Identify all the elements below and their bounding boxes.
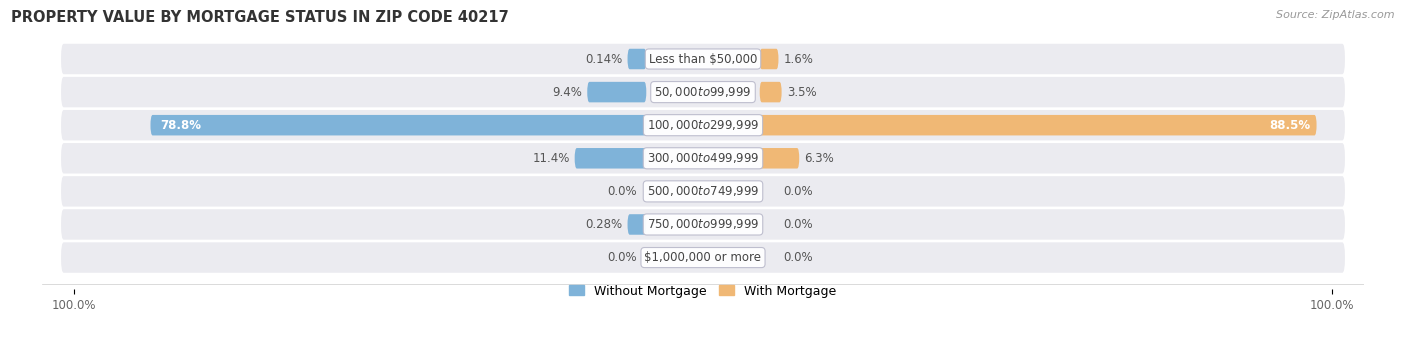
Text: 0.28%: 0.28% <box>585 218 623 231</box>
Text: $750,000 to $999,999: $750,000 to $999,999 <box>647 218 759 232</box>
Text: $300,000 to $499,999: $300,000 to $499,999 <box>647 151 759 165</box>
FancyBboxPatch shape <box>627 214 647 235</box>
FancyBboxPatch shape <box>627 49 647 69</box>
Text: Less than $50,000: Less than $50,000 <box>648 52 758 66</box>
Text: 0.14%: 0.14% <box>585 52 623 66</box>
Text: Source: ZipAtlas.com: Source: ZipAtlas.com <box>1277 10 1395 20</box>
Text: 0.0%: 0.0% <box>783 185 813 198</box>
Text: 78.8%: 78.8% <box>160 119 201 132</box>
Text: PROPERTY VALUE BY MORTGAGE STATUS IN ZIP CODE 40217: PROPERTY VALUE BY MORTGAGE STATUS IN ZIP… <box>11 10 509 25</box>
Text: 9.4%: 9.4% <box>553 86 582 99</box>
FancyBboxPatch shape <box>60 110 1346 140</box>
FancyBboxPatch shape <box>588 82 647 102</box>
Text: 0.0%: 0.0% <box>783 218 813 231</box>
FancyBboxPatch shape <box>759 82 782 102</box>
Legend: Without Mortgage, With Mortgage: Without Mortgage, With Mortgage <box>564 279 842 303</box>
Text: 0.0%: 0.0% <box>783 251 813 264</box>
FancyBboxPatch shape <box>60 176 1346 207</box>
Text: 11.4%: 11.4% <box>533 152 569 165</box>
Text: 1.6%: 1.6% <box>783 52 814 66</box>
Text: 6.3%: 6.3% <box>804 152 834 165</box>
Text: 3.5%: 3.5% <box>787 86 817 99</box>
FancyBboxPatch shape <box>60 77 1346 107</box>
Text: $50,000 to $99,999: $50,000 to $99,999 <box>654 85 752 99</box>
FancyBboxPatch shape <box>759 148 799 169</box>
Text: 0.0%: 0.0% <box>607 251 637 264</box>
Text: $500,000 to $749,999: $500,000 to $749,999 <box>647 184 759 198</box>
FancyBboxPatch shape <box>759 49 779 69</box>
Text: $1,000,000 or more: $1,000,000 or more <box>644 251 762 264</box>
FancyBboxPatch shape <box>60 242 1346 273</box>
Text: 0.0%: 0.0% <box>607 185 637 198</box>
FancyBboxPatch shape <box>759 115 1316 135</box>
Text: 88.5%: 88.5% <box>1270 119 1310 132</box>
FancyBboxPatch shape <box>150 115 647 135</box>
FancyBboxPatch shape <box>60 209 1346 240</box>
FancyBboxPatch shape <box>575 148 647 169</box>
FancyBboxPatch shape <box>60 143 1346 173</box>
Text: $100,000 to $299,999: $100,000 to $299,999 <box>647 118 759 132</box>
FancyBboxPatch shape <box>60 44 1346 74</box>
